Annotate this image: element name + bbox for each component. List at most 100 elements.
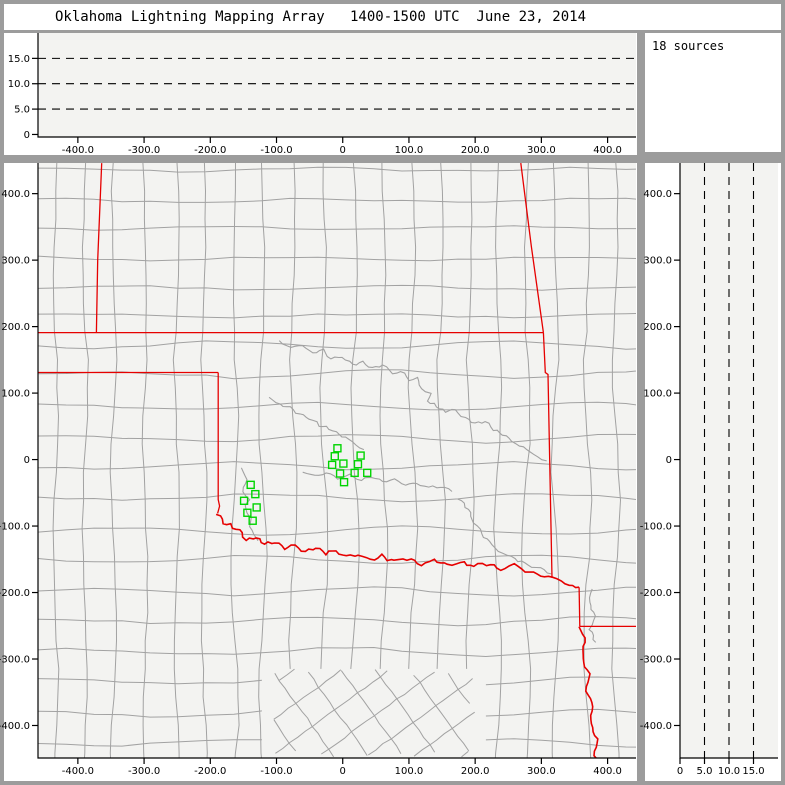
lightning-source-marker bbox=[350, 468, 359, 478]
state-border-river bbox=[578, 626, 599, 758]
county-line bbox=[38, 461, 636, 471]
page-title: Oklahoma Lightning Mapping Array 1400-15… bbox=[54, 9, 586, 25]
county-line bbox=[485, 676, 636, 686]
alt-ns-y-tick-label: 100.0 bbox=[643, 389, 672, 400]
alt-ew-axis-spines bbox=[37, 33, 636, 138]
state-border-lines bbox=[38, 163, 636, 758]
county-line bbox=[275, 670, 388, 754]
county-line bbox=[38, 284, 636, 291]
alt-ns-x-tick-label: 0 bbox=[677, 766, 683, 777]
map-y-tick-label: -400.0 bbox=[0, 721, 30, 732]
alt-ew-axis-ticks: -400.0 -300.0 -200.0 -100.0 0 100.0 200.0 300.0… bbox=[8, 54, 622, 156]
lightning-source-marker bbox=[330, 452, 339, 461]
county-line bbox=[38, 586, 636, 597]
county-line bbox=[38, 646, 636, 658]
county-line bbox=[521, 163, 532, 758]
river-line bbox=[268, 396, 365, 451]
sources-count-label: 18 sources bbox=[652, 39, 725, 53]
alt-ns-x-tick-label: 5.0 bbox=[697, 766, 713, 777]
county-line bbox=[379, 163, 389, 669]
county-line bbox=[447, 673, 471, 704]
alt-ew-x-tick-label: -400.0 bbox=[62, 145, 94, 156]
county-line bbox=[38, 678, 262, 685]
county-line bbox=[374, 669, 436, 753]
county-line bbox=[38, 225, 636, 231]
map-x-tick-label: 100.0 bbox=[395, 766, 424, 777]
alt-ew-plot-area[interactable] bbox=[38, 33, 636, 137]
state-border-river bbox=[215, 513, 580, 589]
map-y-tick-label: -100.0 bbox=[0, 522, 30, 533]
county-line bbox=[38, 313, 636, 319]
lightning-source-marker bbox=[339, 477, 349, 487]
lightning-source-marker bbox=[356, 451, 365, 460]
county-line bbox=[288, 163, 298, 669]
alt-ew-x-tick-label: 200.0 bbox=[461, 145, 490, 156]
river-line bbox=[588, 588, 597, 643]
map-y-tick-label: 100.0 bbox=[1, 389, 30, 400]
map-y-tick-label: 300.0 bbox=[1, 256, 30, 267]
sources-count-panel: 18 sources bbox=[645, 33, 781, 152]
map-x-tick-label: 300.0 bbox=[527, 766, 556, 777]
county-line bbox=[413, 674, 470, 752]
county-line bbox=[273, 719, 297, 752]
alt-ns-y-tick-label: -400.0 bbox=[640, 721, 672, 732]
map-y-tick-label: 200.0 bbox=[1, 322, 30, 333]
state-border bbox=[216, 372, 221, 514]
alt-ew-x-tick-label: 100.0 bbox=[395, 145, 424, 156]
alt-ns-y-tick-label: 300.0 bbox=[643, 256, 672, 267]
county-line bbox=[493, 163, 503, 758]
alt-ew-y-tick-label: 5.0 bbox=[14, 105, 30, 116]
alt-ns-x-tick-label: 15.0 bbox=[742, 766, 764, 777]
alt-ns-y-tick-label: -300.0 bbox=[640, 655, 672, 666]
county-line bbox=[38, 166, 636, 173]
county-line bbox=[407, 163, 419, 669]
map-x-tick-label: 400.0 bbox=[593, 766, 622, 777]
state-border bbox=[578, 587, 581, 627]
county-line bbox=[38, 739, 262, 747]
county-line bbox=[279, 668, 295, 681]
county-line bbox=[368, 678, 473, 756]
county-line bbox=[611, 163, 622, 758]
map-axis-spines bbox=[37, 163, 636, 759]
river-line bbox=[278, 340, 547, 462]
county-line bbox=[321, 671, 435, 755]
county-line bbox=[258, 163, 268, 758]
county-line bbox=[38, 433, 636, 444]
county-line bbox=[273, 669, 342, 720]
lightning-source-markers bbox=[239, 444, 372, 525]
map-x-tick-label: 0 bbox=[340, 766, 346, 777]
lightning-source-marker bbox=[243, 508, 252, 517]
map-y-tick-label: -300.0 bbox=[0, 655, 30, 666]
map-plot: -400.0 -300.0 -200.0 -100.0 0 100.0 200.0 300.0… bbox=[0, 163, 636, 777]
alt-ns-x-tick-label: 10.0 bbox=[718, 766, 740, 777]
lightning-source-marker bbox=[339, 459, 348, 468]
county-line bbox=[230, 163, 240, 758]
lightning-source-marker bbox=[353, 460, 363, 469]
lightning-source-marker bbox=[239, 496, 249, 505]
county-line bbox=[485, 708, 636, 717]
county-line bbox=[350, 163, 360, 669]
alt-ew-x-tick-label: -100.0 bbox=[260, 145, 292, 156]
county-line bbox=[340, 670, 402, 755]
alt-ns-y-tick-label: 0 bbox=[666, 455, 672, 466]
county-line bbox=[141, 163, 149, 758]
county-line bbox=[200, 163, 208, 758]
alt-ew-x-tick-label: -300.0 bbox=[128, 145, 160, 156]
map-x-tick-label: -200.0 bbox=[194, 766, 226, 777]
map-plot-area[interactable] bbox=[38, 163, 636, 758]
alt-ew-y-tick-label: 15.0 bbox=[8, 54, 30, 65]
county-line bbox=[38, 255, 636, 262]
title-bar: Oklahoma Lightning Mapping Array 1400-15… bbox=[4, 4, 781, 30]
alt-ew-x-tick-label: -200.0 bbox=[194, 145, 226, 156]
county-line bbox=[413, 711, 475, 757]
state-border bbox=[542, 332, 553, 578]
county-line bbox=[307, 671, 368, 756]
county-line bbox=[81, 163, 89, 758]
county-line bbox=[461, 751, 469, 758]
lightning-source-marker bbox=[246, 480, 255, 490]
alt-ew-plot: -400.0 -300.0 -200.0 -100.0 0 100.0 200.0 300.0… bbox=[8, 33, 636, 156]
county-line bbox=[172, 163, 180, 758]
river-line bbox=[302, 471, 453, 492]
county-line bbox=[38, 493, 636, 503]
